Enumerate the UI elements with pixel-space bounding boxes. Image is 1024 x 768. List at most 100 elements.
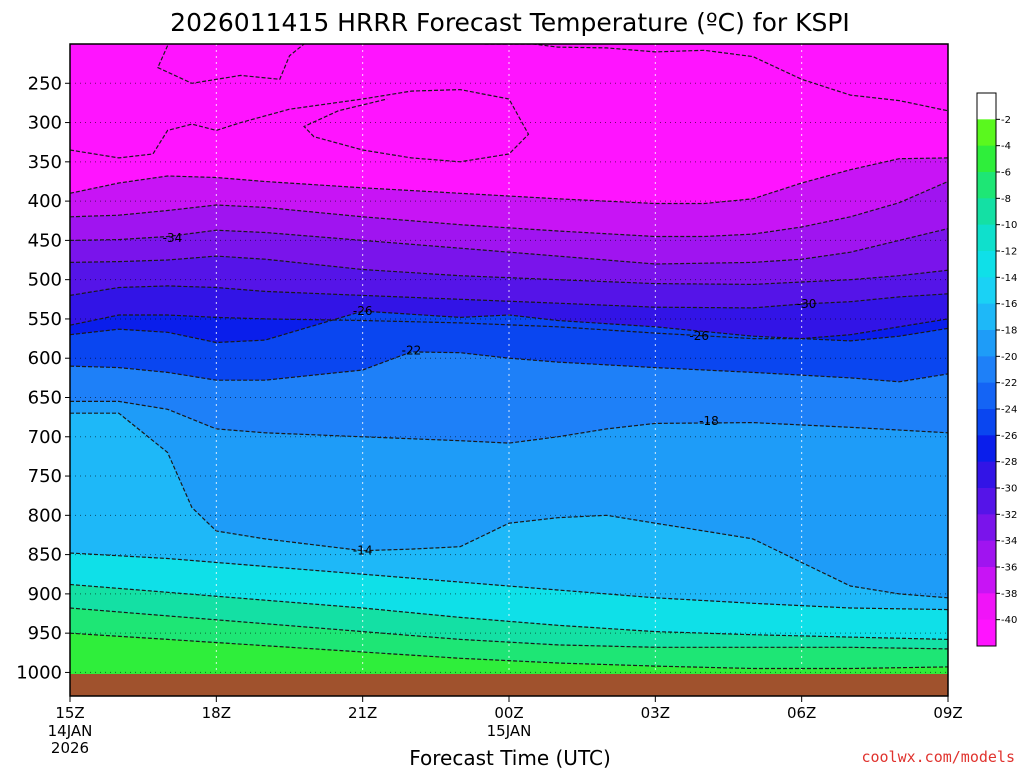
y-tick-label: 550: [28, 309, 62, 330]
colorbar-swatch: [977, 119, 996, 147]
contour-line: [70, 180, 948, 238]
colorbar-swatch: [977, 488, 996, 515]
contour-line: [70, 157, 948, 205]
contour-lines: [70, 44, 948, 670]
colorbar-label: -32: [1001, 510, 1017, 521]
x-tick-sublabel: 2026: [51, 739, 89, 757]
contour-line: [157, 44, 305, 84]
colorbar-swatch: [977, 93, 996, 120]
y-tick-label: 850: [28, 545, 62, 566]
y-tick-label: 1000: [16, 662, 62, 683]
colorbar-label: -22: [1001, 378, 1017, 389]
y-tick-label: 650: [28, 387, 62, 408]
contour-label: -18: [699, 414, 719, 428]
colorbar-label: -12: [1001, 247, 1017, 258]
contour-line: [70, 412, 948, 599]
y-tick-label: 400: [28, 191, 62, 212]
y-tick-label: 300: [28, 113, 62, 134]
colorbar-label: -36: [1001, 563, 1017, 574]
colorbar-label: -10: [1001, 220, 1017, 231]
ground-surface: [70, 674, 948, 696]
x-tick-sublabel: 14JAN: [48, 722, 93, 740]
colorbar-label: -14: [1001, 273, 1017, 284]
contour-line: [70, 583, 948, 640]
x-tick-sublabel: 15JAN: [487, 722, 532, 740]
contour-label: -34: [163, 231, 183, 245]
contour-line: [70, 632, 948, 670]
colorbar-label: -6: [1001, 168, 1011, 179]
x-tick-label: 03Z: [641, 704, 670, 722]
colorbar-label: -18: [1001, 326, 1017, 337]
colorbar-label: -8: [1001, 194, 1011, 205]
contour-line: [70, 310, 948, 344]
credit-text: coolwx.com/models: [861, 748, 1015, 766]
contour-line: [70, 552, 948, 611]
x-tick-label: 18Z: [202, 704, 231, 722]
x-tick-label: 21Z: [348, 704, 377, 722]
colorbar-label: -2: [1001, 115, 1011, 126]
contour-label: -22: [402, 343, 422, 357]
contour-line: [484, 44, 948, 112]
y-tick-label: 700: [28, 427, 62, 448]
colorbar-swatch: [977, 461, 996, 489]
y-tick-label: 950: [28, 623, 62, 644]
colorbar-swatch: [977, 540, 996, 568]
contour-line: [70, 88, 530, 163]
colorbar-label: -28: [1001, 457, 1017, 468]
contour-line: [70, 285, 948, 309]
colorbar-label: -38: [1001, 589, 1017, 600]
contour-line: [70, 314, 948, 340]
contour-label: -30: [797, 297, 817, 311]
colorbar-swatch: [977, 382, 996, 410]
colorbar-swatch: [977, 277, 996, 305]
y-tick-label: 800: [28, 505, 62, 526]
colorbar-label: -20: [1001, 352, 1017, 363]
contour-line: [70, 228, 948, 265]
colorbar-frame: [976, 92, 997, 647]
y-tick-label: 600: [28, 348, 62, 369]
x-tick-label: 06Z: [787, 704, 816, 722]
colorbar-label: -40: [1001, 615, 1017, 626]
colorbar-swatch: [977, 172, 996, 199]
contour-label: -26: [353, 304, 373, 318]
colorbar-swatch: [977, 567, 996, 594]
contour-line: [70, 255, 948, 286]
contour-line: [70, 607, 948, 650]
colorbar-swatch: [977, 330, 996, 357]
colorbar-swatch: [977, 145, 996, 173]
contour-label: -14: [353, 544, 373, 558]
colorbar-label: -30: [1001, 484, 1017, 495]
contour-line: [70, 351, 948, 383]
y-tick-label: 450: [28, 230, 62, 251]
colorbar-swatch: [977, 409, 996, 436]
plot-area: [70, 44, 948, 696]
x-axis-label: Forecast Time (UTC): [409, 746, 611, 768]
colorbar-label: -26: [1001, 431, 1017, 442]
colorbar-label: -24: [1001, 405, 1017, 416]
colorbar-swatch: [977, 593, 996, 621]
colorbar-swatch: [977, 224, 996, 252]
colorbar-swatch: [977, 251, 996, 278]
x-tick-label: 15Z: [55, 704, 84, 722]
colorbar-label: -34: [1001, 536, 1017, 547]
contour-labels: -34 -30 -26 -26 -22 -18 -14: [163, 231, 817, 558]
colorbar-swatch: [977, 303, 996, 331]
colorbar-swatch: [977, 356, 996, 384]
x-tick-label: 00Z: [494, 704, 523, 722]
y-tick-label: 500: [28, 270, 62, 291]
chart-title: 2026011415 HRRR Forecast Temperature (ºC…: [170, 8, 850, 37]
colorbar-swatch: [977, 619, 996, 647]
colorbar-swatch: [977, 514, 996, 542]
contour-label: -26: [689, 329, 709, 343]
y-tick-label: 750: [28, 466, 62, 487]
colorbar-label: -16: [1001, 299, 1017, 310]
colorbar-swatch: [977, 198, 996, 226]
contour-line: [70, 400, 948, 444]
colorbar: -2 -4 -6 -8 -10 -12 -14 -16 -18 -20 -22 -24 -26 -28 -3…: [976, 92, 1017, 647]
y-tick-label: 350: [28, 152, 62, 173]
y-tick-label: 250: [28, 73, 62, 94]
y-axis: 250 300 350 400 450 500 550 600 650 700 750 800 850 9…: [16, 73, 70, 683]
x-tick-label: 09Z: [933, 704, 962, 722]
